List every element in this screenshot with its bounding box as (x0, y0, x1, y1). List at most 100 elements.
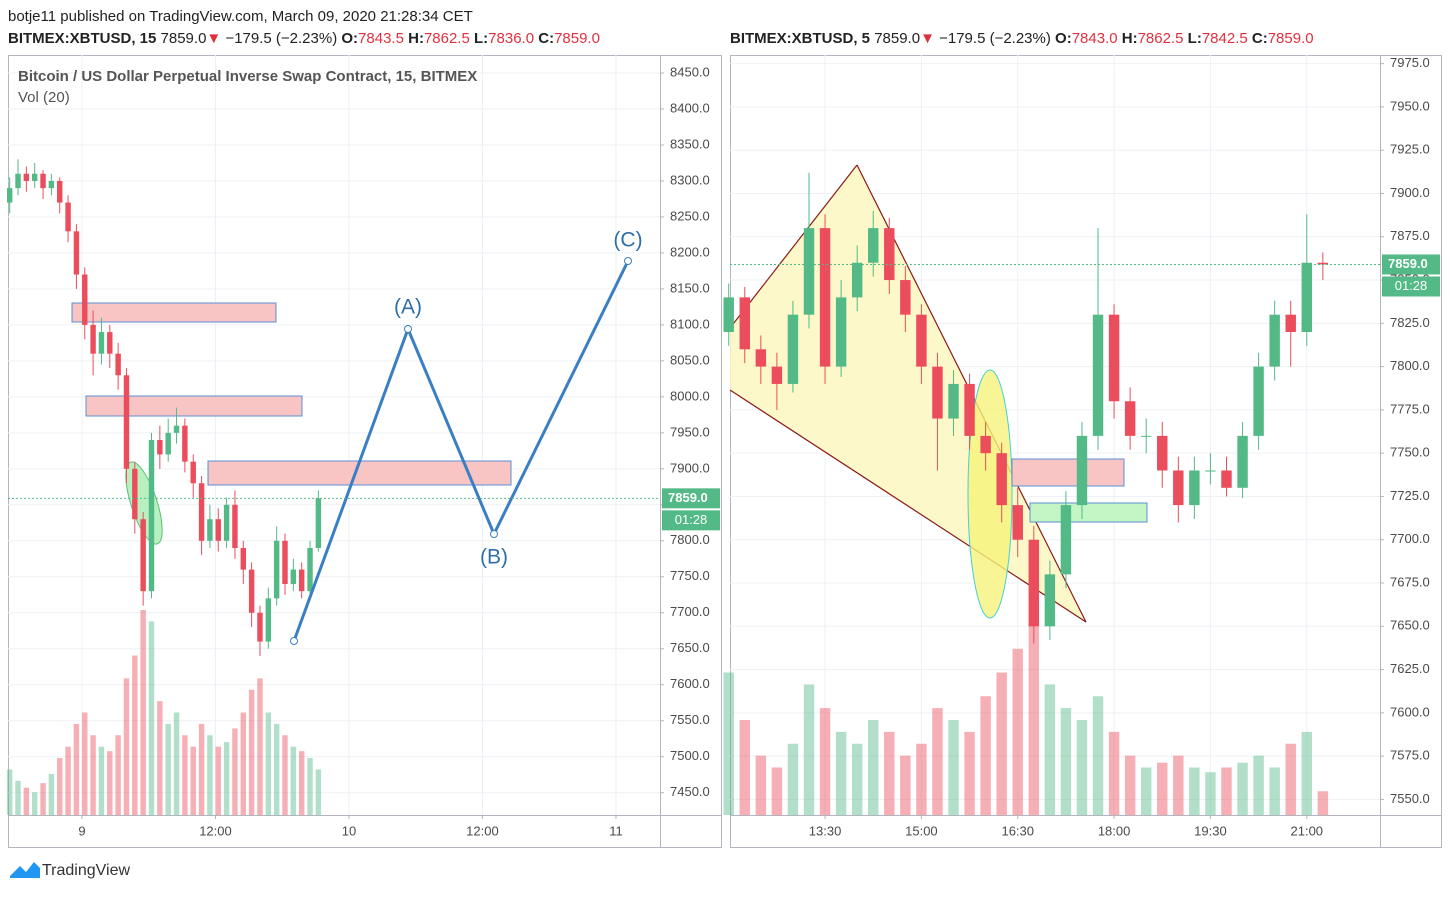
volume-bar (1140, 767, 1152, 815)
volume-bar (916, 743, 927, 815)
candle-body (1060, 505, 1072, 575)
candle-body (1124, 401, 1136, 436)
x-tick-label: 11 (609, 823, 623, 838)
volume-bar (23, 787, 30, 815)
ohlc-label: O: (1055, 30, 1072, 47)
volume-bar (82, 712, 88, 815)
x-tick-label: 9 (78, 823, 85, 838)
x-tick-label: 12:00 (199, 823, 232, 838)
candle-body (1317, 262, 1329, 265)
candle-body (82, 274, 88, 325)
publisher: botje11 published on TradingView.com, Ma… (8, 8, 473, 25)
y-tick-label: 7675.0 (1390, 574, 1430, 589)
candle-body (98, 332, 105, 354)
y-tick-label: 7700.0 (1390, 531, 1430, 546)
y-tick-label: 7600.0 (1390, 704, 1430, 719)
zone (1011, 458, 1125, 487)
volume-bar (148, 621, 155, 815)
candle-body (1301, 262, 1312, 332)
volume-bar (307, 758, 313, 815)
countdown-box (662, 510, 720, 531)
volume-bar (1076, 720, 1088, 815)
annotation: (A) (394, 296, 422, 319)
last-price-box (662, 488, 720, 509)
candle-body (1269, 314, 1280, 367)
y-tick-label: 8350.0 (670, 136, 710, 151)
volume-bar (48, 774, 55, 815)
ohlc-label: H: (408, 30, 424, 47)
volume-bar (739, 720, 750, 815)
candle-body (1157, 435, 1168, 471)
candle-body (232, 504, 238, 548)
ohlc-label: O: (341, 30, 358, 47)
volume-bar (1173, 755, 1184, 815)
ohlc-label: H: (1122, 30, 1138, 47)
last-price-label: 7859.0 (1388, 256, 1428, 271)
volume-bar (1221, 767, 1232, 815)
volume-bar (123, 678, 130, 815)
panel-border (730, 55, 1442, 848)
volume-bar (1285, 743, 1296, 815)
volume-bar (57, 758, 63, 815)
candle-body (140, 519, 146, 592)
candle-body (273, 540, 280, 599)
y-tick-label: 7725.0 (1390, 488, 1430, 503)
highlight (967, 369, 1013, 619)
volume-bar (232, 728, 238, 815)
volume-bar (290, 746, 297, 815)
volume-bar (1301, 731, 1312, 815)
volume-bar (182, 735, 188, 815)
ohlc-label: C: (1252, 30, 1268, 47)
volume-bar (165, 723, 171, 815)
ohlc-value: 7843.5 (358, 30, 404, 47)
arrow: ▼ (920, 30, 935, 47)
volume-bar (248, 689, 255, 815)
ohlc-value: 7842.5 (1202, 30, 1248, 47)
candle-body (900, 280, 911, 315)
volume-bar (198, 723, 205, 815)
candle-body (1044, 574, 1056, 627)
candle-body (1076, 435, 1088, 506)
x-tick-label: 18:00 (1098, 823, 1131, 838)
volume-bar (1124, 755, 1136, 815)
volume-bar (1237, 762, 1248, 815)
ohlc-label: C: (538, 30, 554, 47)
candle-body (198, 483, 205, 541)
legend-right: BITMEX:XBTUSD, 5 7859.0▼ −179.5 (−2.23%)… (730, 30, 1314, 47)
candle-body (65, 202, 71, 232)
volume-bar (40, 783, 46, 815)
candle-body (165, 432, 171, 455)
volume-bar (132, 655, 138, 815)
volume-bar (948, 720, 959, 815)
y-tick-label: 7900.0 (1390, 185, 1430, 200)
candle-body (980, 435, 991, 454)
candles (723, 172, 1329, 815)
logo-icon (10, 862, 40, 878)
ohlc-value: 7859.0 (554, 30, 600, 47)
y-tick-label: 7975.0 (1390, 55, 1430, 70)
volume-bar (6, 769, 13, 815)
candle-body (787, 314, 799, 384)
chart-title: Bitcoin / US Dollar Perpetual Inverse Sw… (18, 68, 477, 85)
y-tick-label: 8200.0 (670, 244, 710, 259)
volume-bar (980, 696, 991, 815)
x-tick-label: 15:00 (905, 823, 938, 838)
y-tick-label: 7575.0 (1390, 748, 1430, 763)
candle-body (1140, 435, 1152, 437)
candle-body (290, 569, 297, 584)
volume-bar (107, 751, 113, 815)
volume-bar (787, 743, 799, 815)
candle-body (73, 231, 80, 275)
ohlc-value: 7859.0 (1268, 30, 1314, 47)
y-tick-label: 7925.0 (1390, 142, 1430, 157)
candle-body (223, 504, 230, 541)
zone (71, 302, 277, 323)
y-tick-label: 7800.0 (670, 532, 710, 547)
y-tick-label: 8150.0 (670, 280, 710, 295)
candle-body (265, 598, 272, 642)
countdown-box (1382, 276, 1440, 297)
volume-bar (173, 712, 180, 815)
candle-body (1237, 435, 1248, 488)
volume-bar (240, 712, 246, 815)
